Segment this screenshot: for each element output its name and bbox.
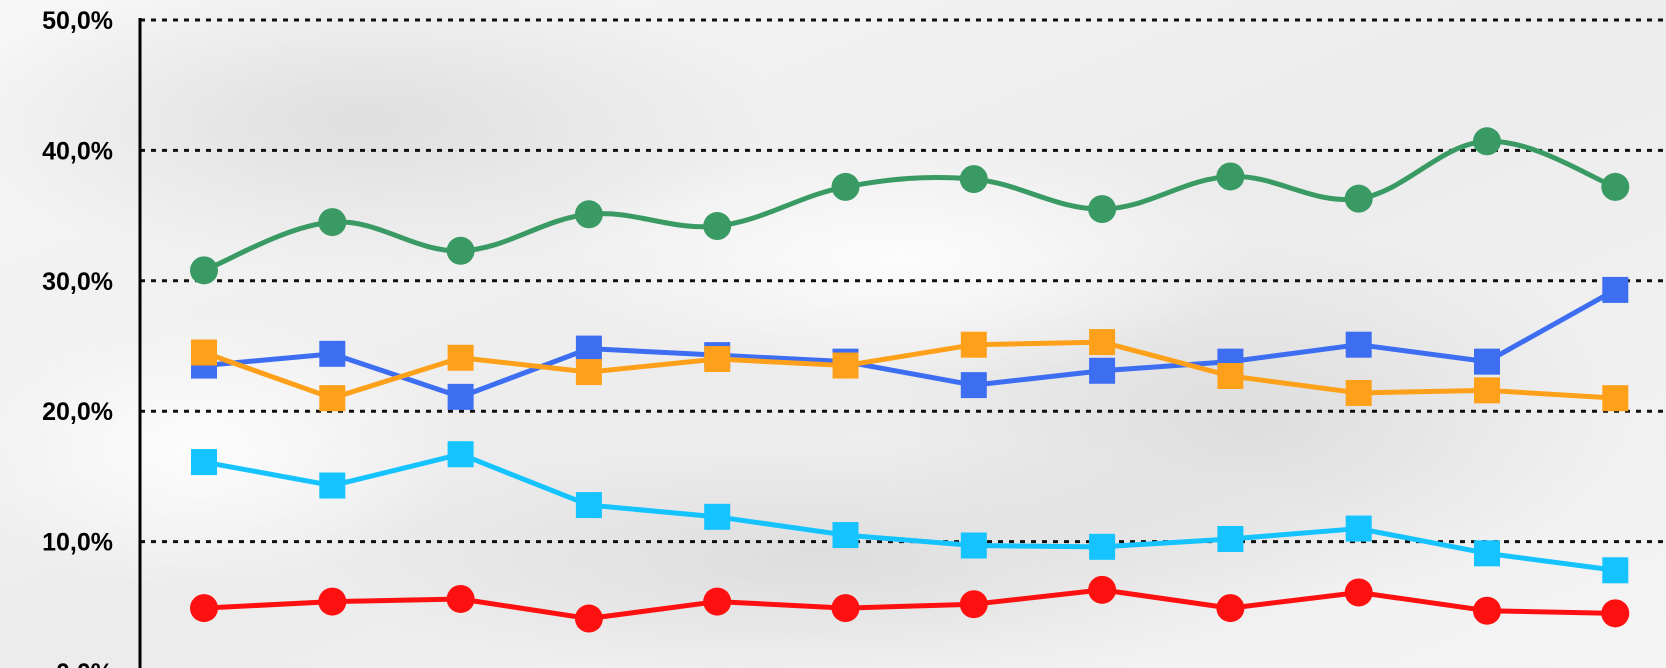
series-line bbox=[201, 451, 1618, 573]
data-point bbox=[1601, 599, 1630, 628]
data-point bbox=[318, 208, 347, 237]
data-point bbox=[831, 172, 860, 201]
data-point bbox=[703, 587, 732, 616]
y-tick-label: 30,0% bbox=[42, 268, 113, 296]
data-point bbox=[1601, 172, 1630, 201]
data-point bbox=[574, 604, 603, 633]
data-point bbox=[960, 532, 987, 559]
y-tick-label: 50,0% bbox=[42, 7, 113, 35]
data-point bbox=[704, 346, 731, 373]
series-1 bbox=[190, 127, 1630, 285]
data-series bbox=[190, 127, 1630, 633]
data-point bbox=[447, 383, 474, 410]
series-line bbox=[201, 287, 1618, 400]
series-line bbox=[201, 587, 1618, 622]
data-point bbox=[1345, 515, 1372, 542]
data-point bbox=[960, 331, 987, 358]
data-point bbox=[1216, 594, 1245, 623]
data-point bbox=[191, 339, 217, 366]
data-point bbox=[704, 503, 731, 530]
data-point bbox=[959, 165, 988, 194]
data-point bbox=[447, 344, 474, 371]
data-point bbox=[1217, 525, 1244, 552]
data-point bbox=[190, 256, 218, 285]
data-point bbox=[575, 359, 602, 386]
data-point bbox=[319, 385, 346, 412]
data-point bbox=[319, 340, 346, 367]
data-point bbox=[446, 584, 475, 613]
data-point bbox=[703, 212, 732, 241]
data-point bbox=[1088, 575, 1117, 604]
data-point bbox=[1602, 385, 1629, 412]
data-point bbox=[1345, 331, 1372, 358]
data-point bbox=[575, 492, 602, 519]
data-point bbox=[574, 200, 603, 229]
data-point bbox=[1089, 357, 1116, 384]
data-point bbox=[446, 236, 475, 265]
y-tick-label: 10,0% bbox=[42, 529, 113, 557]
data-point bbox=[1344, 578, 1373, 607]
data-point bbox=[832, 352, 859, 379]
data-point bbox=[1217, 362, 1244, 389]
data-point bbox=[191, 449, 217, 476]
series-4 bbox=[191, 441, 1629, 584]
data-point bbox=[1474, 540, 1500, 567]
data-point bbox=[447, 441, 474, 468]
data-point bbox=[1473, 127, 1501, 156]
data-point bbox=[1602, 276, 1629, 303]
data-point bbox=[832, 522, 859, 549]
data-point bbox=[1089, 329, 1116, 356]
data-point bbox=[319, 472, 346, 499]
data-point bbox=[831, 594, 860, 623]
data-point bbox=[1089, 533, 1116, 560]
data-point bbox=[1474, 377, 1500, 404]
data-point bbox=[1473, 596, 1501, 625]
data-point bbox=[1602, 557, 1629, 584]
series-2 bbox=[191, 276, 1629, 410]
series-5 bbox=[190, 575, 1630, 633]
y-tick-label: 20,0% bbox=[42, 398, 113, 426]
series-line bbox=[201, 339, 1618, 401]
data-point bbox=[1345, 379, 1372, 406]
data-point bbox=[960, 372, 987, 399]
data-point bbox=[190, 594, 218, 623]
data-point bbox=[1088, 195, 1117, 224]
data-point bbox=[575, 335, 602, 362]
data-point bbox=[1474, 348, 1500, 375]
y-tick-label: 0,0% bbox=[56, 659, 113, 668]
data-point bbox=[318, 587, 347, 616]
series-3 bbox=[191, 329, 1629, 412]
y-tick-label: 40,0% bbox=[42, 137, 113, 165]
data-point bbox=[1344, 184, 1373, 213]
data-point bbox=[959, 590, 988, 619]
data-point bbox=[1216, 162, 1245, 191]
y-tick-labels: 0,0% 10,0% 20,0% 30,0% 40,0% 50,0% bbox=[42, 7, 113, 668]
